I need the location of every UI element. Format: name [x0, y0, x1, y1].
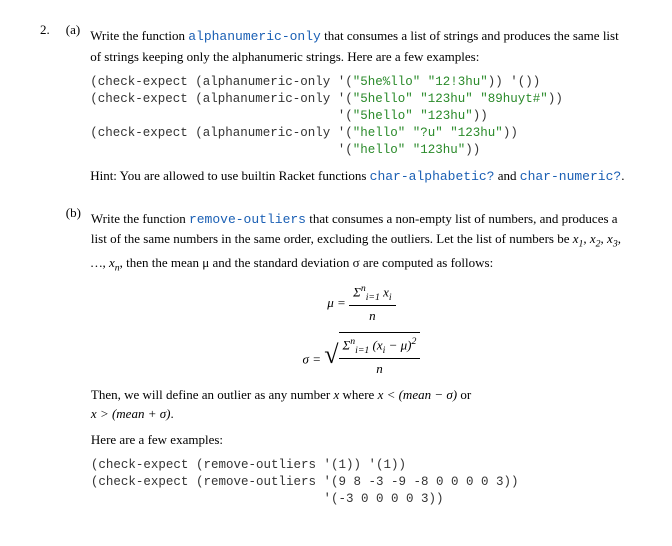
string-literal: "123hu": [420, 92, 473, 106]
code: )): [503, 126, 518, 140]
sqrt-body: Σni=1 (xi − μ)2 n: [339, 332, 421, 379]
part-b-examples-intro: Here are a few examples:: [91, 430, 632, 450]
text: or: [457, 387, 471, 402]
string-literal: "5hello": [353, 92, 413, 106]
code: '(: [90, 143, 353, 157]
text: Hint: You are allowed to use builtin Rac…: [90, 168, 369, 183]
part-a: (a) Write the function alphanumeric-only…: [66, 20, 632, 193]
string-literal: "123hu": [450, 126, 503, 140]
string-literal: "5he%llo": [353, 75, 421, 89]
sigma-lhs: σ =: [303, 351, 321, 366]
part-a-body: Write the function alphanumeric-only tha…: [90, 20, 632, 193]
text: , then the mean μ and the standard devia…: [120, 255, 494, 270]
mu-num: Σni=1 xi: [349, 282, 396, 307]
code: (check-expect (alphanumeric-only '(: [90, 126, 353, 140]
question-number: 2.: [40, 20, 50, 526]
func-remove-outliers: remove-outliers: [189, 212, 306, 227]
string-literal: "hello": [353, 143, 406, 157]
mu-fraction: Σni=1 xi n: [349, 282, 396, 326]
mu-den: n: [349, 306, 396, 326]
string-literal: "5hello": [353, 109, 413, 123]
part-a-code: (check-expect (alphanumeric-only '("5he%…: [90, 74, 632, 158]
code: [420, 75, 428, 89]
code: [405, 126, 413, 140]
code: (check-expect (remove-outliers '(9 8 -3 …: [91, 475, 519, 489]
outlier-def: Then, we will define an outlier as any n…: [91, 385, 632, 424]
part-b-intro: Write the function remove-outliers that …: [91, 209, 632, 276]
func-char-alphabetic: char-alphabetic?: [370, 169, 495, 184]
part-a-label: (a): [66, 20, 80, 193]
string-literal: "12!3hu": [428, 75, 488, 89]
part-b-label: (b): [66, 203, 81, 516]
part-a-intro: Write the function alphanumeric-only tha…: [90, 26, 632, 66]
sqrt: √ Σni=1 (xi − μ)2 n: [324, 332, 420, 379]
code: (check-expect (alphanumeric-only '(: [90, 92, 353, 106]
text: .: [621, 168, 624, 183]
string-literal: "123hu": [420, 109, 473, 123]
text: Then, we will define an outlier as any n…: [91, 387, 334, 402]
question-parts: (a) Write the function alphanumeric-only…: [66, 20, 632, 526]
sqrt-symbol: √: [324, 342, 338, 368]
sigma-formula: σ = √ Σni=1 (xi − μ)2 n: [91, 332, 632, 379]
string-literal: "hello": [353, 126, 406, 140]
code: '(: [90, 109, 353, 123]
sigma-den: n: [339, 359, 421, 379]
sigma-num: Σni=1 (xi − μ)2: [339, 335, 421, 360]
part-b-body: Write the function remove-outliers that …: [91, 203, 632, 516]
code: (check-expect (alphanumeric-only '(: [90, 75, 353, 89]
text: and: [494, 168, 519, 183]
string-literal: "?u": [413, 126, 443, 140]
part-b: (b) Write the function remove-outliers t…: [66, 203, 632, 516]
var-x: x: [334, 387, 340, 402]
code: )): [473, 109, 488, 123]
text: Write the function: [91, 211, 189, 226]
part-a-hint: Hint: You are allowed to use builtin Rac…: [90, 166, 632, 187]
mu-lhs: μ =: [327, 295, 346, 310]
cond1: x < (mean − σ): [378, 387, 458, 402]
func-alphanumeric: alphanumeric-only: [188, 29, 321, 44]
text: Write the function: [90, 28, 188, 43]
code: )): [465, 143, 480, 157]
code: )): [548, 92, 563, 106]
string-literal: "89huyt#": [480, 92, 548, 106]
string-literal: "123hu": [413, 143, 466, 157]
sigma-fraction: Σni=1 (xi − μ)2 n: [339, 335, 421, 379]
func-char-numeric: char-numeric?: [520, 169, 621, 184]
part-b-code: (check-expect (remove-outliers '(1)) '(1…: [91, 457, 632, 508]
cond2: x > (mean + σ): [91, 406, 171, 421]
mu-formula: μ = Σni=1 xi n: [91, 282, 632, 326]
code: [405, 143, 413, 157]
code: (check-expect (remove-outliers '(1)) '(1…: [91, 458, 406, 472]
code: '(-3 0 0 0 0 3)): [91, 492, 444, 506]
code: )) '()): [488, 75, 541, 89]
question-2: 2. (a) Write the function alphanumeric-o…: [40, 20, 632, 526]
